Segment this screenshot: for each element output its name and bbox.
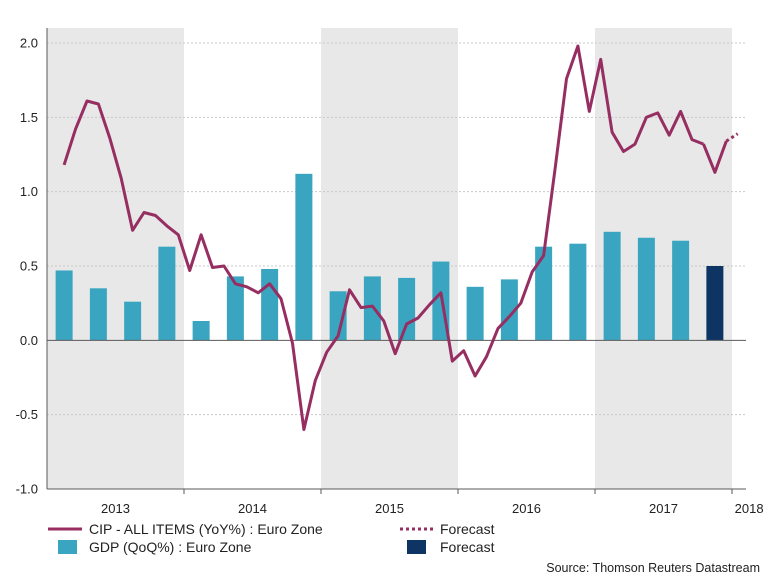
gdp-bar-2016Q2 xyxy=(500,279,518,341)
gdp-bar-2016Q4 xyxy=(569,243,587,341)
gdp-bar-2017Q1 xyxy=(603,231,621,341)
gdp-bar-2014Q2 xyxy=(226,276,244,341)
source-note: Source: Thomson Reuters Datastream xyxy=(546,561,760,575)
x-tick-labels: 2013 2014 2015 2016 2017 2018 xyxy=(101,501,764,516)
gdp-bar-2015Q3 xyxy=(398,277,416,341)
axes xyxy=(46,28,746,494)
cpi-line xyxy=(62,44,705,431)
y-tick-label: 0.0 xyxy=(20,333,38,348)
legend-gdp-label: GDP (QoQ%) : Euro Zone xyxy=(89,539,252,555)
gdp-bar-2017Q2 xyxy=(637,237,655,341)
y-tick-labels: 2.0 1.5 1.0 0.5 0.0 -0.5 -1.0 xyxy=(16,36,38,497)
gdp-bar-2013Q2 xyxy=(89,288,107,341)
y-tick-label: -0.5 xyxy=(16,407,38,422)
y-tick-label: 1.0 xyxy=(20,184,38,199)
gdp-bar-2016Q3 xyxy=(535,246,553,341)
gdp-bar-2014Q3 xyxy=(261,268,279,341)
gdp-bar-2013Q1 xyxy=(55,270,73,341)
x-year-label: 2017 xyxy=(649,501,678,516)
legend-gdp-swatch xyxy=(58,540,77,554)
gdp-bars xyxy=(55,173,724,341)
gdp-forecast-bar-2017Q4 xyxy=(706,266,724,341)
x-year-label: 2018 xyxy=(735,501,764,516)
legend: CIP - ALL ITEMS (YoY%) : Euro Zone Forec… xyxy=(48,521,495,555)
gdp-bar-2017Q3 xyxy=(672,240,690,341)
shade-band-2015 xyxy=(321,28,458,489)
gdp-bar-2013Q3 xyxy=(124,301,142,341)
gdp-bar-2016Q1 xyxy=(466,286,484,341)
x-year-label: 2016 xyxy=(512,501,541,516)
gdp-bar-2014Q4 xyxy=(295,173,313,341)
cpi-line-tail xyxy=(702,140,728,174)
y-tick-label: 2.0 xyxy=(20,36,38,51)
cpi-lines xyxy=(62,44,739,431)
cpi-forecast-line xyxy=(725,132,739,143)
x-year-label: 2014 xyxy=(238,501,267,516)
legend-cpi-forecast-label: Forecast xyxy=(440,521,495,537)
legend-gdp-forecast-swatch xyxy=(407,540,426,554)
gdp-bar-2014Q1 xyxy=(192,321,210,341)
y-tick-label: -1.0 xyxy=(16,482,38,497)
x-year-label: 2013 xyxy=(101,501,130,516)
legend-gdp-forecast-label: Forecast xyxy=(440,539,495,555)
y-tick-label: 0.5 xyxy=(20,259,38,274)
legend-cpi-label: CIP - ALL ITEMS (YoY%) : Euro Zone xyxy=(89,521,323,537)
y-tick-label: 1.5 xyxy=(20,110,38,125)
x-year-label: 2015 xyxy=(375,501,404,516)
shaded-year-bands xyxy=(47,28,732,489)
gdp-bar-2013Q4 xyxy=(158,246,176,341)
gdp-bar-2015Q1 xyxy=(329,291,347,341)
